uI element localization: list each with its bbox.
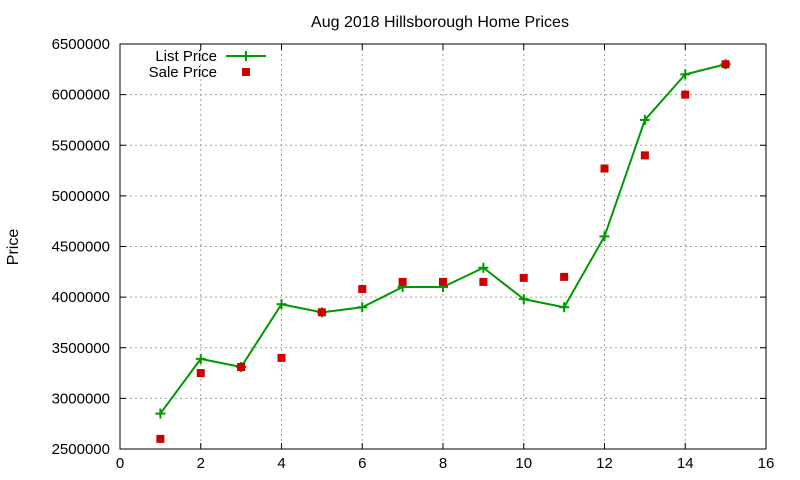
x-tick-label: 0 xyxy=(116,455,124,472)
x-tick-label: 14 xyxy=(677,455,694,472)
x-tick-labels: 0 2 4 6 8 10 12 14 16 xyxy=(116,455,775,472)
y-tick-label: 5500000 xyxy=(52,137,110,154)
data-point xyxy=(639,114,650,125)
y-tick-label: 3500000 xyxy=(52,340,110,357)
data-point xyxy=(156,434,165,443)
data-point xyxy=(317,308,326,317)
data-point xyxy=(196,369,205,378)
data-point xyxy=(599,231,610,242)
legend-label-sale-price: Sale Price xyxy=(149,64,217,81)
data-point xyxy=(277,353,286,362)
data-point xyxy=(681,90,690,99)
legend-marker-list-price xyxy=(241,51,251,61)
y-tick-labels: 2500000 3000000 3500000 4000000 4500000 50000… xyxy=(52,36,110,458)
data-point xyxy=(560,272,569,281)
y-tick-label: 2500000 xyxy=(52,441,110,458)
data-point xyxy=(357,302,368,313)
data-point xyxy=(398,277,407,286)
legend-label-list-price: List Price xyxy=(155,48,217,65)
data-point xyxy=(640,151,649,160)
x-tick-label: 4 xyxy=(277,455,285,472)
data-point xyxy=(600,164,609,173)
x-tick-label: 12 xyxy=(596,455,613,472)
data-point xyxy=(518,294,529,305)
x-tick-label: 16 xyxy=(758,455,775,472)
y-tick-label: 4000000 xyxy=(52,289,110,306)
legend-marker-sale-price xyxy=(242,68,250,76)
data-point xyxy=(155,408,166,419)
data-point xyxy=(680,69,691,80)
x-tick-label: 2 xyxy=(197,455,205,472)
data-point xyxy=(721,60,730,69)
chart-title: Aug 2018 Hillsborough Home Prices xyxy=(311,14,569,31)
x-tick-label: 6 xyxy=(358,455,366,472)
data-point xyxy=(358,285,367,294)
data-point xyxy=(478,262,489,273)
data-point xyxy=(237,362,246,371)
data-point xyxy=(195,353,206,364)
data-point xyxy=(439,277,447,286)
legend: List Price Sale Price xyxy=(149,48,266,81)
series-1 xyxy=(156,60,730,443)
data-point xyxy=(276,299,287,310)
x-tick-label: 10 xyxy=(515,455,532,472)
y-tick-label: 3000000 xyxy=(52,390,110,407)
y-tick-label: 5000000 xyxy=(52,188,110,205)
data-point xyxy=(479,277,488,286)
plot-area-border xyxy=(119,43,767,450)
y-axis-label: Price xyxy=(5,229,22,266)
y-tick-label: 6000000 xyxy=(52,87,110,104)
y-tick-label: 6500000 xyxy=(52,36,110,53)
x-tick-label: 8 xyxy=(439,455,447,472)
series-layer xyxy=(155,59,731,443)
y-tick-label: 4500000 xyxy=(52,239,110,256)
data-point xyxy=(559,302,570,313)
data-point xyxy=(519,273,528,282)
